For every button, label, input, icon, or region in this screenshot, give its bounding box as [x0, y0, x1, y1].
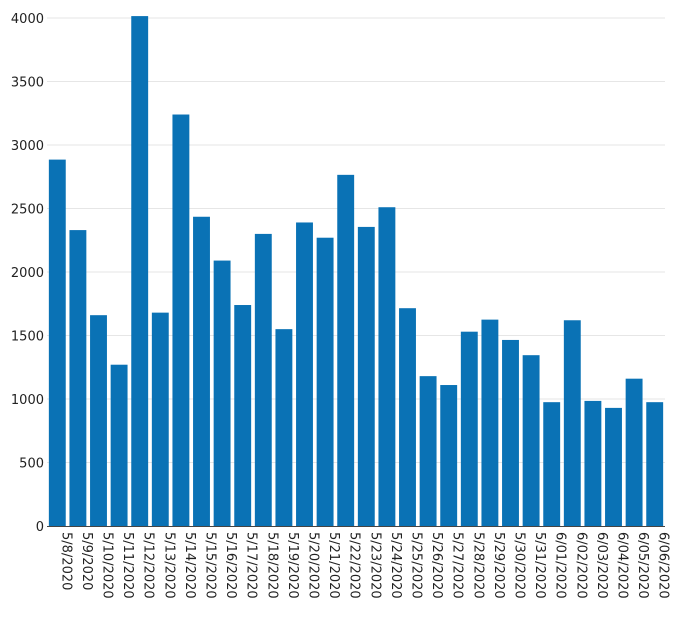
- x-tick-label: 5/21/2020: [326, 532, 341, 599]
- bar-5-13-2020[interactable]: [151, 312, 169, 526]
- x-tick-label: 5/22/2020: [347, 532, 362, 599]
- bar-6-02-2020[interactable]: [563, 320, 581, 526]
- x-tick-label: 5/23/2020: [367, 532, 382, 599]
- x-tick-label: 5/11/2020: [120, 532, 135, 599]
- x-tick-label: 5/8/2020: [58, 532, 73, 590]
- y-tick-label: 3500: [11, 76, 44, 91]
- x-tick-label: 5/24/2020: [388, 532, 403, 599]
- bar-5-28-2020[interactable]: [460, 331, 478, 526]
- x-tick-label: 5/9/2020: [79, 532, 94, 590]
- bar-6-05-2020[interactable]: [625, 378, 643, 526]
- x-tick-label: 5/13/2020: [161, 532, 176, 599]
- y-tick-label: 1500: [11, 330, 44, 345]
- x-tick-label: 5/15/2020: [203, 532, 218, 599]
- y-tick-label: 0: [36, 520, 44, 535]
- bar-6-03-2020[interactable]: [584, 400, 602, 526]
- bar-5-21-2020[interactable]: [316, 237, 334, 526]
- bar-6-04-2020[interactable]: [605, 407, 622, 526]
- bar-5-10-2020[interactable]: [90, 315, 107, 526]
- bar-5-19-2020[interactable]: [275, 329, 293, 526]
- bar-5-15-2020[interactable]: [193, 216, 210, 526]
- x-tick-label: 5/17/2020: [244, 532, 259, 599]
- bar-5-29-2020[interactable]: [481, 319, 499, 526]
- bar-5-24-2020[interactable]: [378, 207, 396, 527]
- x-tick-label: 5/27/2020: [450, 532, 465, 599]
- x-tick-label: 5/12/2020: [141, 532, 156, 599]
- x-tick-label: 6/01/2020: [553, 532, 568, 599]
- y-axis-tick-labels: 0 500 1000 1500 2000 2500 3000 3500 4000: [11, 12, 44, 535]
- bar-6-01-2020[interactable]: [543, 402, 561, 526]
- x-tick-label: 5/14/2020: [182, 532, 197, 599]
- bar-5-16-2020[interactable]: [213, 260, 231, 526]
- bar-5-31-2020[interactable]: [522, 355, 540, 526]
- bar-5-8-2020[interactable]: [48, 159, 66, 527]
- gridlines: [47, 17, 665, 463]
- y-tick-label: 4000: [11, 12, 44, 27]
- x-axis-tick-labels: 5/8/2020 5/9/2020 5/10/2020 5/11/2020 5/12/2…: [58, 532, 670, 599]
- x-tick-label: 5/28/2020: [470, 532, 485, 599]
- bar-6-06-2020[interactable]: [646, 402, 664, 526]
- x-tick-label: 5/10/2020: [100, 532, 115, 599]
- bar-5-26-2020[interactable]: [419, 376, 437, 526]
- x-tick-label: 5/30/2020: [512, 532, 527, 599]
- x-tick-label: 6/03/2020: [594, 532, 609, 599]
- x-tick-label: 5/20/2020: [306, 532, 321, 599]
- bar-5-18-2020[interactable]: [254, 233, 272, 526]
- bar-5-9-2020[interactable]: [69, 230, 87, 526]
- bar-5-14-2020[interactable]: [172, 114, 190, 527]
- bar-5-20-2020[interactable]: [296, 222, 313, 526]
- y-tick-label: 1000: [11, 393, 44, 408]
- x-tick-label: 6/05/2020: [635, 532, 650, 599]
- bar-5-22-2020[interactable]: [337, 174, 355, 526]
- x-tick-label: 5/18/2020: [264, 532, 279, 599]
- x-tick-label: 5/16/2020: [223, 532, 238, 599]
- y-tick-label: 500: [19, 457, 44, 472]
- x-tick-label: 6/04/2020: [615, 532, 630, 599]
- x-tick-label: 6/02/2020: [573, 532, 588, 599]
- bar-5-17-2020[interactable]: [234, 305, 252, 526]
- x-tick-label: 5/31/2020: [532, 532, 547, 599]
- x-tick-label: 5/26/2020: [429, 532, 444, 599]
- x-tick-label: 5/25/2020: [409, 532, 424, 599]
- y-tick-label: 2000: [11, 266, 44, 281]
- bar-5-25-2020[interactable]: [399, 308, 416, 526]
- x-tick-label: 6/06/2020: [656, 532, 671, 599]
- bars: [48, 16, 664, 527]
- bar-5-30-2020[interactable]: [502, 339, 519, 526]
- bar-5-27-2020[interactable]: [440, 385, 458, 526]
- y-tick-label: 3000: [11, 139, 44, 154]
- y-tick-label: 2500: [11, 203, 44, 218]
- x-tick-label: 5/29/2020: [491, 532, 506, 599]
- bar-5-11-2020[interactable]: [110, 364, 128, 526]
- x-tick-label: 5/19/2020: [285, 532, 300, 599]
- bar-5-23-2020[interactable]: [357, 226, 375, 527]
- bar-5-12-2020[interactable]: [131, 16, 149, 526]
